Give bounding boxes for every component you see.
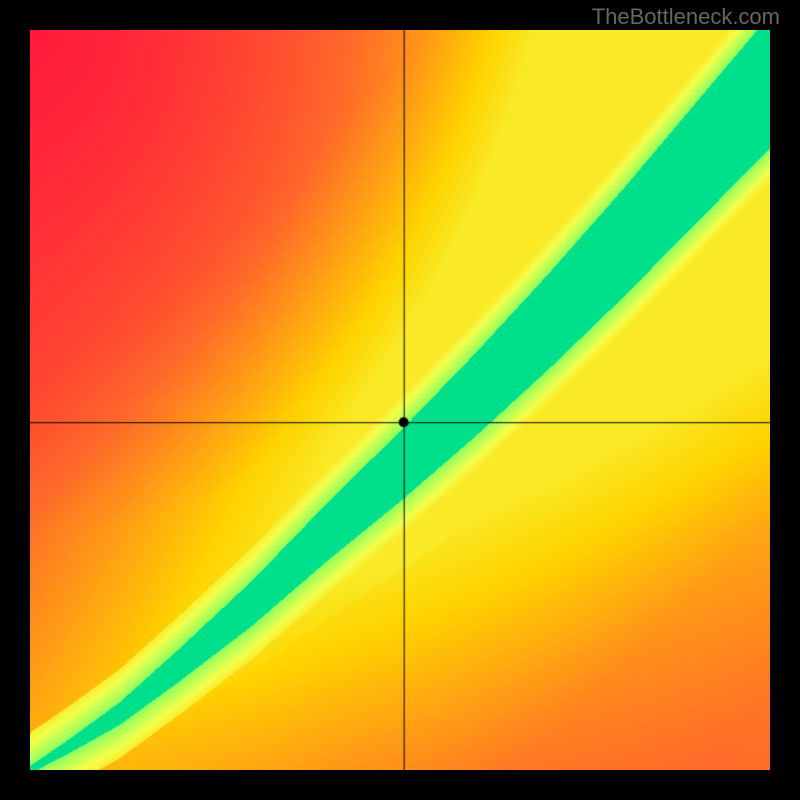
chart-container: TheBottleneck.com — [0, 0, 800, 800]
bottleneck-heatmap — [30, 30, 770, 770]
watermark-text: TheBottleneck.com — [592, 4, 780, 30]
